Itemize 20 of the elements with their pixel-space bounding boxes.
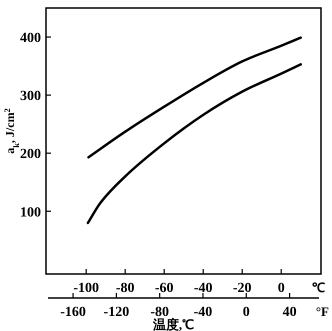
x2-tick-label: -160 [60,305,86,320]
y-tick-label: 300 [20,89,41,104]
y-tick-label: 400 [20,31,41,46]
line-series [86,63,302,224]
text: °F [316,304,330,319]
x2-tick-label: 40 [282,305,297,320]
text: ℃ [312,280,325,295]
x-axis-title: 温度,℃ [152,317,194,331]
line-series [87,36,302,159]
x2-tick-label: -120 [104,305,130,320]
x-tick-label: 0 [278,281,285,296]
y-tick-label: 200 [20,147,41,162]
x-tick-label: -40 [194,281,213,296]
x-tick-label: -60 [154,281,174,296]
x2-tick-label: 0 [242,305,250,320]
x-tick-label: -100 [73,281,100,296]
x-tick-label: -80 [116,281,135,296]
x-tick-label: -20 [232,281,252,296]
x2-tick-label: -40 [194,305,212,320]
y-tick-label: 100 [20,205,41,220]
